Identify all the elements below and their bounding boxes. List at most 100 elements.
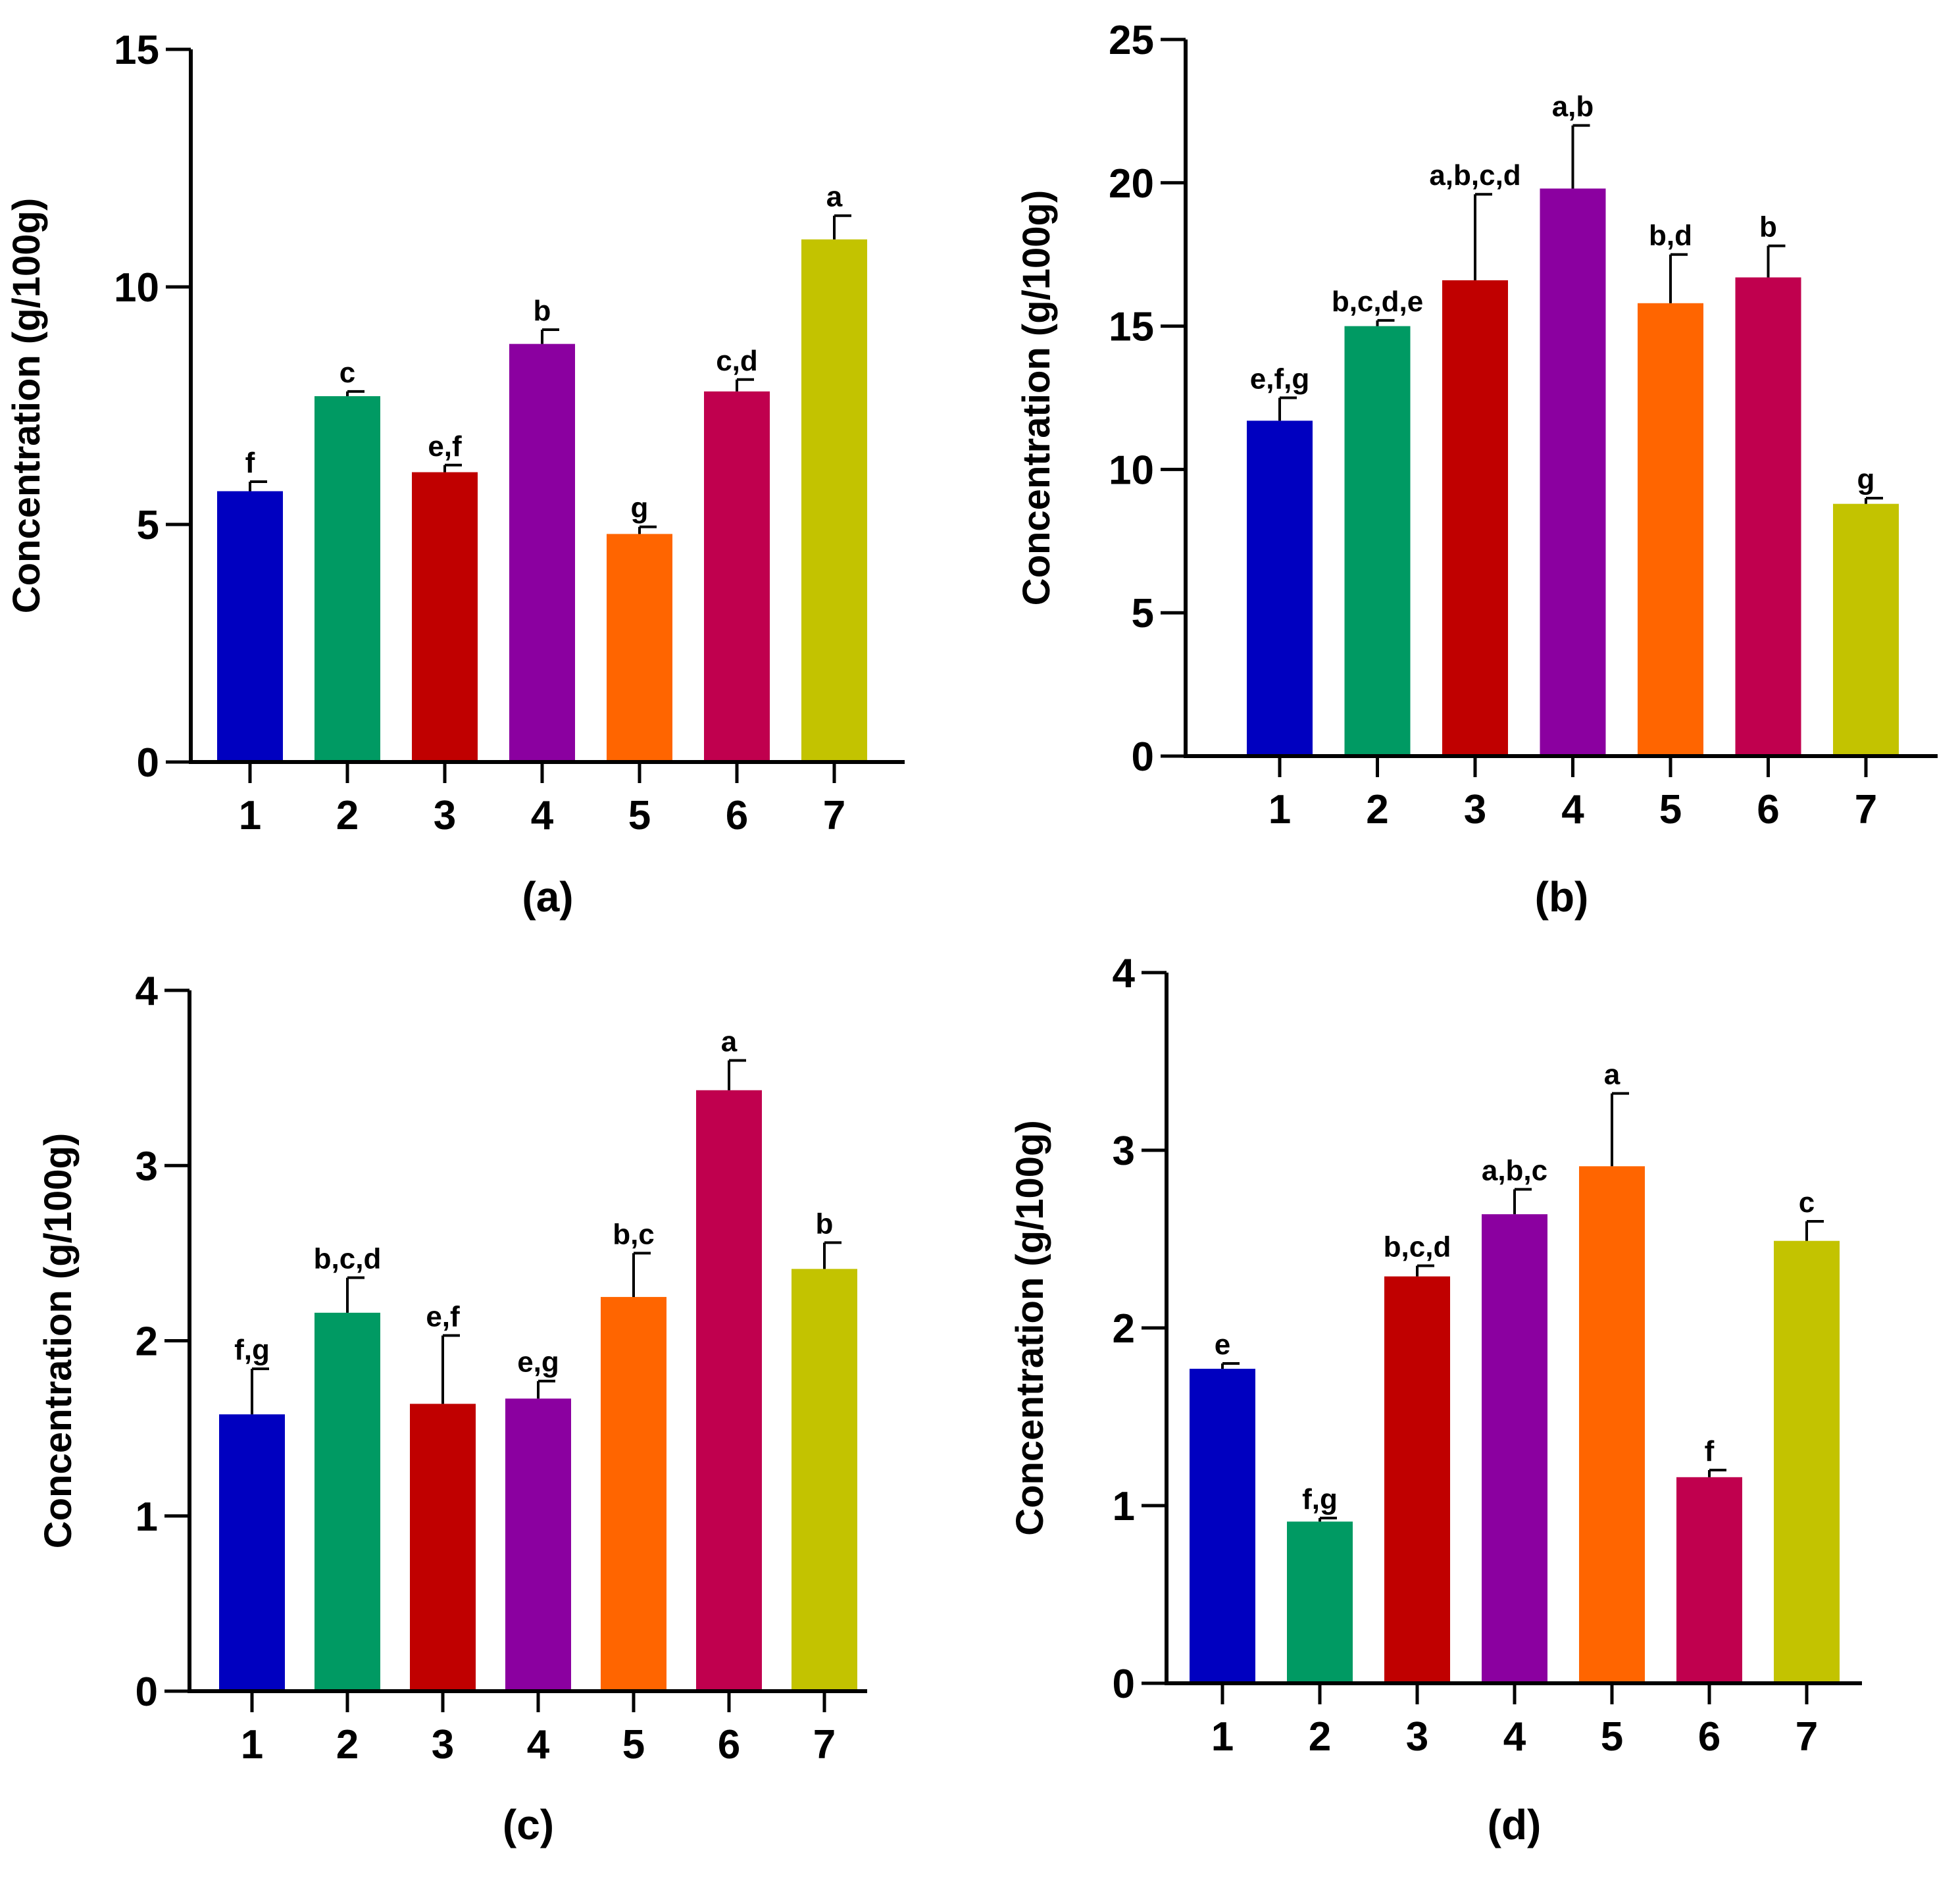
significance-label: b	[816, 1208, 834, 1240]
significance-label: c,d	[716, 345, 758, 377]
x-tick-label: 7	[1855, 787, 1877, 832]
x-tick-label: 1	[241, 1722, 263, 1768]
significance-label: g	[631, 492, 649, 524]
y-axis-label: Concentration (g/100g)	[5, 198, 48, 614]
panel-label: (c)	[503, 1801, 554, 1848]
x-tick-label: 3	[1464, 787, 1486, 832]
bar	[1190, 1369, 1255, 1683]
significance-label: a	[826, 181, 843, 213]
bar	[801, 239, 867, 762]
bar	[217, 491, 283, 762]
x-tick-label: 1	[239, 793, 261, 838]
x-tick-label: 4	[531, 793, 554, 838]
y-tick-label: 5	[1132, 591, 1154, 636]
panel-a: f c e,f b g c,d a 0 5 10 15 1 2 3 4 5 6 7 Concentration (g…	[5, 28, 905, 921]
panel-d: e f,g b,c,d a,b,c a f c 0 1 2 3 4 1 2 3 4 5 6 7 Concentrati…	[1009, 951, 1862, 1848]
x-tick-label: 1	[1211, 1714, 1234, 1760]
y-axis-label: Concentration (g/100g)	[1015, 190, 1058, 606]
x-tick-label: 4	[527, 1722, 550, 1768]
bar	[1676, 1477, 1742, 1683]
bar	[1579, 1166, 1645, 1683]
significance-label: c	[1799, 1186, 1815, 1219]
panel-label: (d)	[1488, 1801, 1542, 1848]
y-tick-label: 10	[114, 265, 159, 311]
significance-label: c	[339, 357, 355, 389]
significance-label: e	[1215, 1329, 1230, 1361]
y-tick-label: 5	[137, 503, 159, 548]
significance-label: b	[534, 295, 551, 327]
y-tick-label: 10	[1109, 447, 1154, 493]
y-axis-label: Concentration (g/100g)	[1009, 1120, 1051, 1536]
significance-label: b,d	[1649, 220, 1692, 252]
panel-c: f,g b,c,d e,f e,g b,c a b 0 1 2 3 4 1 2 3 4 5 6 7 Concentra…	[37, 969, 867, 1848]
x-tick-label: 5	[1601, 1714, 1623, 1760]
x-tick-label: 4	[1561, 787, 1584, 832]
x-tick-label: 7	[823, 793, 845, 838]
significance-label: b,c	[613, 1218, 655, 1250]
x-tick-label: 6	[1757, 787, 1779, 832]
bar	[1287, 1521, 1353, 1683]
y-tick-label: 25	[1109, 18, 1154, 63]
x-tick-label: 3	[1406, 1714, 1428, 1760]
panel-label: (a)	[522, 873, 573, 921]
bar	[601, 1296, 666, 1691]
panel-b: e,f,g b,c,d,e a,b,c,d a,b b,d b g 0 5 10 15 20 25 1 2 3…	[1015, 18, 1938, 921]
bar	[1638, 303, 1703, 756]
y-tick-label: 3	[1113, 1129, 1135, 1174]
significance-label: b,c,d	[314, 1243, 382, 1275]
x-tick-label: 5	[622, 1722, 645, 1768]
significance-label: a	[721, 1026, 738, 1058]
y-tick-label: 4	[1113, 951, 1136, 996]
y-tick-label: 1	[1113, 1484, 1135, 1529]
significance-label: e,f,g	[1250, 363, 1309, 395]
significance-label: f,g	[1302, 1483, 1338, 1515]
x-tick-label: 1	[1269, 787, 1291, 832]
bar	[696, 1090, 762, 1691]
significance-label: e,g	[517, 1346, 559, 1379]
bar	[509, 343, 575, 762]
bar	[1384, 1276, 1450, 1683]
significance-label: e,f	[426, 1301, 460, 1333]
y-tick-label: 0	[136, 1669, 158, 1715]
y-tick-label: 0	[1113, 1662, 1135, 1707]
x-tick-label: 4	[1503, 1714, 1526, 1760]
bar	[219, 1414, 285, 1691]
x-tick-label: 2	[1309, 1714, 1331, 1760]
significance-label: a	[1604, 1059, 1621, 1091]
y-tick-label: 2	[136, 1319, 158, 1365]
x-tick-label: 2	[336, 793, 359, 838]
x-tick-label: 5	[1659, 787, 1682, 832]
y-tick-label: 15	[114, 28, 159, 73]
x-tick-label: 3	[434, 793, 456, 838]
bar	[410, 1404, 476, 1691]
significance-label: a,b,c,d	[1429, 159, 1520, 191]
y-tick-label: 3	[136, 1144, 158, 1189]
significance-label: a,b,c	[1482, 1154, 1547, 1186]
bar	[1344, 326, 1411, 757]
significance-label: f	[1705, 1435, 1715, 1467]
bar	[1247, 420, 1313, 756]
y-tick-label: 15	[1109, 305, 1154, 350]
x-tick-label: 6	[726, 793, 748, 838]
bar	[1774, 1240, 1840, 1683]
bar	[412, 472, 478, 762]
x-tick-label: 7	[813, 1722, 836, 1768]
significance-label: a,b	[1552, 91, 1594, 123]
x-tick-label: 2	[1366, 787, 1388, 832]
bar	[704, 391, 770, 762]
bar	[1735, 277, 1801, 757]
bar	[314, 396, 380, 762]
significance-label: b,c,d	[1384, 1231, 1451, 1263]
significance-label: g	[1857, 463, 1875, 496]
bar	[314, 1312, 380, 1691]
y-tick-label: 4	[136, 969, 159, 1014]
y-axis-label: Concentration (g/100g)	[37, 1133, 80, 1549]
y-tick-label: 1	[136, 1494, 158, 1540]
bar	[1540, 188, 1606, 757]
y-tick-label: 20	[1109, 161, 1154, 207]
x-tick-label: 2	[336, 1722, 359, 1768]
y-tick-label: 2	[1113, 1306, 1135, 1352]
significance-label: b,c,d,e	[1332, 286, 1423, 318]
bar	[607, 534, 672, 762]
